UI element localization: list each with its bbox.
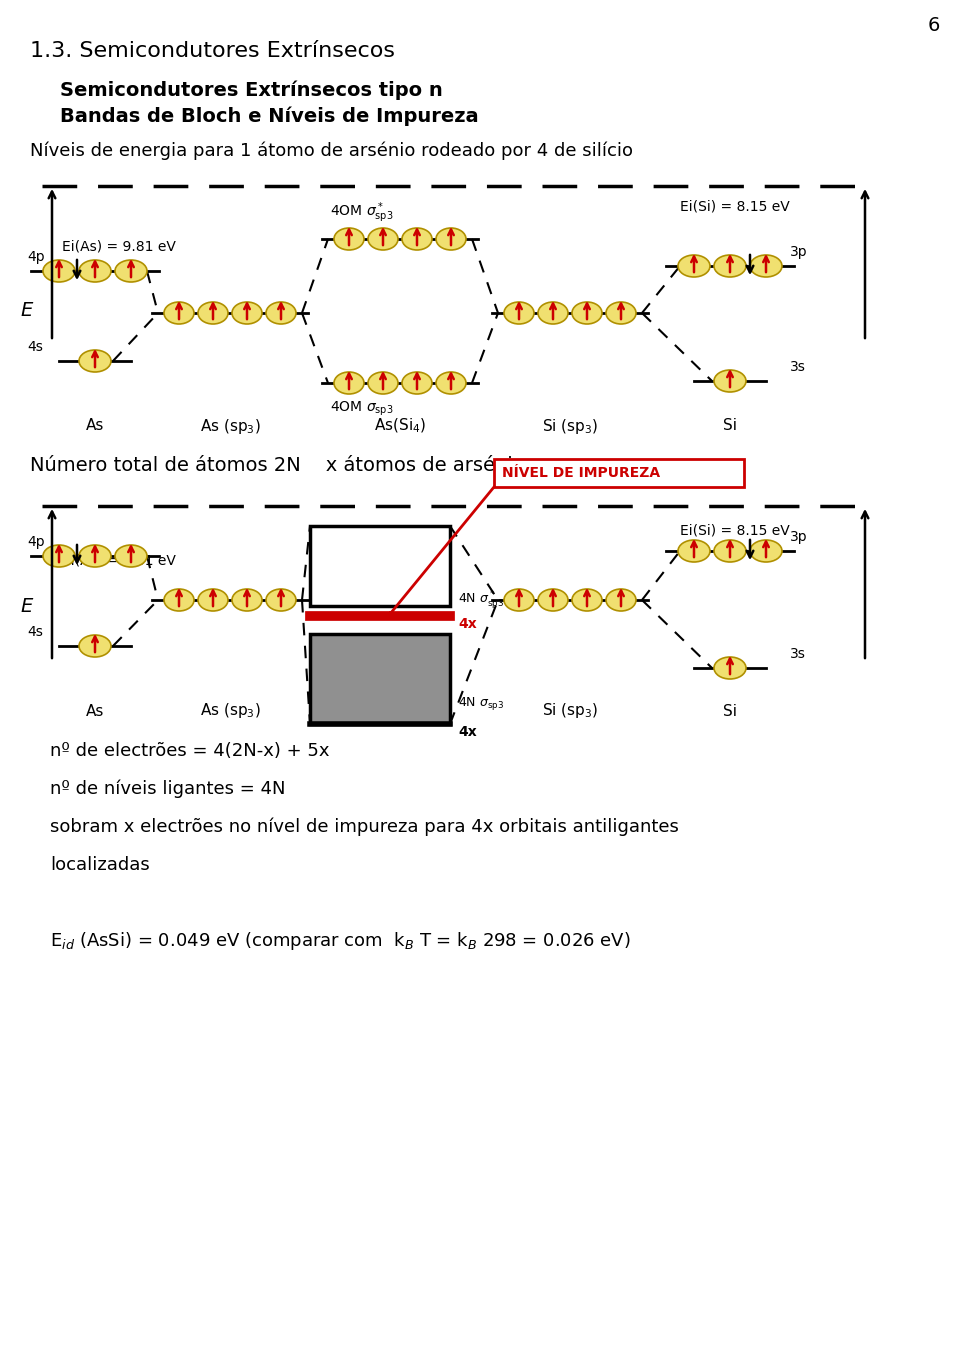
Text: 3p: 3p [790, 530, 807, 544]
Ellipse shape [198, 303, 228, 324]
Text: Si (sp$_3$): Si (sp$_3$) [541, 416, 598, 435]
Text: As(Si$_4$): As(Si$_4$) [373, 701, 426, 720]
Text: Bandas de Bloch e Níveis de Impureza: Bandas de Bloch e Níveis de Impureza [60, 105, 479, 126]
Text: Semicondutores Extrínsecos tipo n: Semicondutores Extrínsecos tipo n [60, 81, 443, 100]
Text: 4s: 4s [27, 340, 43, 354]
Text: As(Si$_4$): As(Si$_4$) [373, 417, 426, 435]
Ellipse shape [79, 350, 111, 372]
Ellipse shape [714, 255, 746, 277]
Text: 1.3. Semicondutores Extrínsecos: 1.3. Semicondutores Extrínsecos [30, 41, 395, 61]
Text: Níveis de energia para 1 átomo de arsénio rodeado por 4 de silício: Níveis de energia para 1 átomo de arséni… [30, 141, 633, 159]
Text: BV: BV [366, 670, 395, 689]
Text: sobram x electrões no nível de impureza para 4x orbitais antiligantes: sobram x electrões no nível de impureza … [50, 817, 679, 836]
Text: 3s: 3s [790, 359, 805, 374]
Text: 4x: 4x [458, 725, 477, 739]
Text: 4OM $\sigma^*_{\mathrm{sp3}}$: 4OM $\sigma^*_{\mathrm{sp3}}$ [330, 201, 394, 226]
Bar [310, 634, 450, 724]
Ellipse shape [43, 544, 75, 567]
Ellipse shape [750, 255, 782, 277]
Text: 4x: 4x [458, 617, 477, 631]
Text: 4s: 4s [27, 626, 43, 639]
Text: E: E [20, 301, 33, 320]
Text: Si: Si [723, 419, 737, 434]
Ellipse shape [232, 589, 262, 611]
Ellipse shape [402, 228, 432, 250]
Ellipse shape [436, 372, 466, 394]
Text: 6: 6 [927, 16, 940, 35]
Ellipse shape [334, 228, 364, 250]
Ellipse shape [606, 589, 636, 611]
Ellipse shape [266, 303, 296, 324]
Text: 4N $\sigma_{\mathrm{sp3}}$: 4N $\sigma_{\mathrm{sp3}}$ [458, 696, 504, 712]
Ellipse shape [79, 259, 111, 282]
Ellipse shape [79, 635, 111, 657]
Text: Ei(Si) = 8.15 eV: Ei(Si) = 8.15 eV [680, 524, 790, 538]
Ellipse shape [678, 255, 710, 277]
Ellipse shape [43, 259, 75, 282]
Ellipse shape [115, 544, 147, 567]
Text: BC: BC [366, 557, 395, 576]
Ellipse shape [714, 657, 746, 680]
Text: 4p: 4p [27, 535, 44, 549]
Ellipse shape [334, 372, 364, 394]
Text: Si (sp$_3$): Si (sp$_3$) [541, 701, 598, 720]
Text: Ei(Si) = 8.15 eV: Ei(Si) = 8.15 eV [680, 199, 790, 213]
Ellipse shape [232, 303, 262, 324]
Ellipse shape [504, 303, 534, 324]
Ellipse shape [368, 228, 398, 250]
Ellipse shape [266, 589, 296, 611]
Ellipse shape [714, 370, 746, 392]
Text: NÍVEL DE IMPUREZA: NÍVEL DE IMPUREZA [500, 466, 659, 480]
Ellipse shape [436, 228, 466, 250]
Text: As: As [85, 419, 105, 434]
Text: As (sp$_3$): As (sp$_3$) [200, 701, 260, 720]
Ellipse shape [79, 544, 111, 567]
Ellipse shape [678, 540, 710, 562]
Text: Ei(As) = 9.81 eV: Ei(As) = 9.81 eV [62, 239, 176, 253]
Text: E: E [20, 597, 33, 616]
Ellipse shape [164, 589, 194, 611]
Text: 4p: 4p [27, 250, 44, 263]
Ellipse shape [606, 303, 636, 324]
Text: 4N $\sigma^*_{\mathrm{sp3}}$: 4N $\sigma^*_{\mathrm{sp3}}$ [458, 589, 504, 611]
Text: Ei(As) = 9.81 eV: Ei(As) = 9.81 eV [62, 554, 176, 567]
Ellipse shape [572, 589, 602, 611]
Ellipse shape [714, 540, 746, 562]
Text: As (sp$_3$): As (sp$_3$) [200, 416, 260, 435]
Text: E$_{id}$ (AsSi) = 0.049 eV (comparar com  k$_B$ T = k$_B$ 298 = 0.026 eV): E$_{id}$ (AsSi) = 0.049 eV (comparar com… [50, 929, 631, 952]
Text: As: As [85, 704, 105, 719]
Ellipse shape [538, 303, 568, 324]
Ellipse shape [368, 372, 398, 394]
Ellipse shape [504, 589, 534, 611]
Ellipse shape [572, 303, 602, 324]
Text: Número total de átomos 2N    x átomos de arsénio: Número total de átomos 2N x átomos de ar… [30, 457, 525, 476]
Text: localizadas: localizadas [50, 857, 150, 874]
Text: 3p: 3p [790, 245, 807, 259]
Ellipse shape [164, 303, 194, 324]
Text: 4OM $\sigma_{\mathrm{sp3}}$: 4OM $\sigma_{\mathrm{sp3}}$ [330, 400, 394, 419]
Text: nº de electrões = 4(2N-x) + 5x: nº de electrões = 4(2N-x) + 5x [50, 742, 329, 761]
Bar [494, 459, 744, 486]
Text: 3s: 3s [790, 647, 805, 661]
Text: nº de níveis ligantes = 4N: nº de níveis ligantes = 4N [50, 780, 285, 798]
Bar [310, 526, 450, 607]
Text: NÍVEL DE IMPUREZA: NÍVEL DE IMPUREZA [502, 466, 660, 480]
Ellipse shape [750, 540, 782, 562]
Ellipse shape [538, 589, 568, 611]
Ellipse shape [115, 259, 147, 282]
Text: Si: Si [723, 704, 737, 719]
Ellipse shape [402, 372, 432, 394]
Ellipse shape [198, 589, 228, 611]
